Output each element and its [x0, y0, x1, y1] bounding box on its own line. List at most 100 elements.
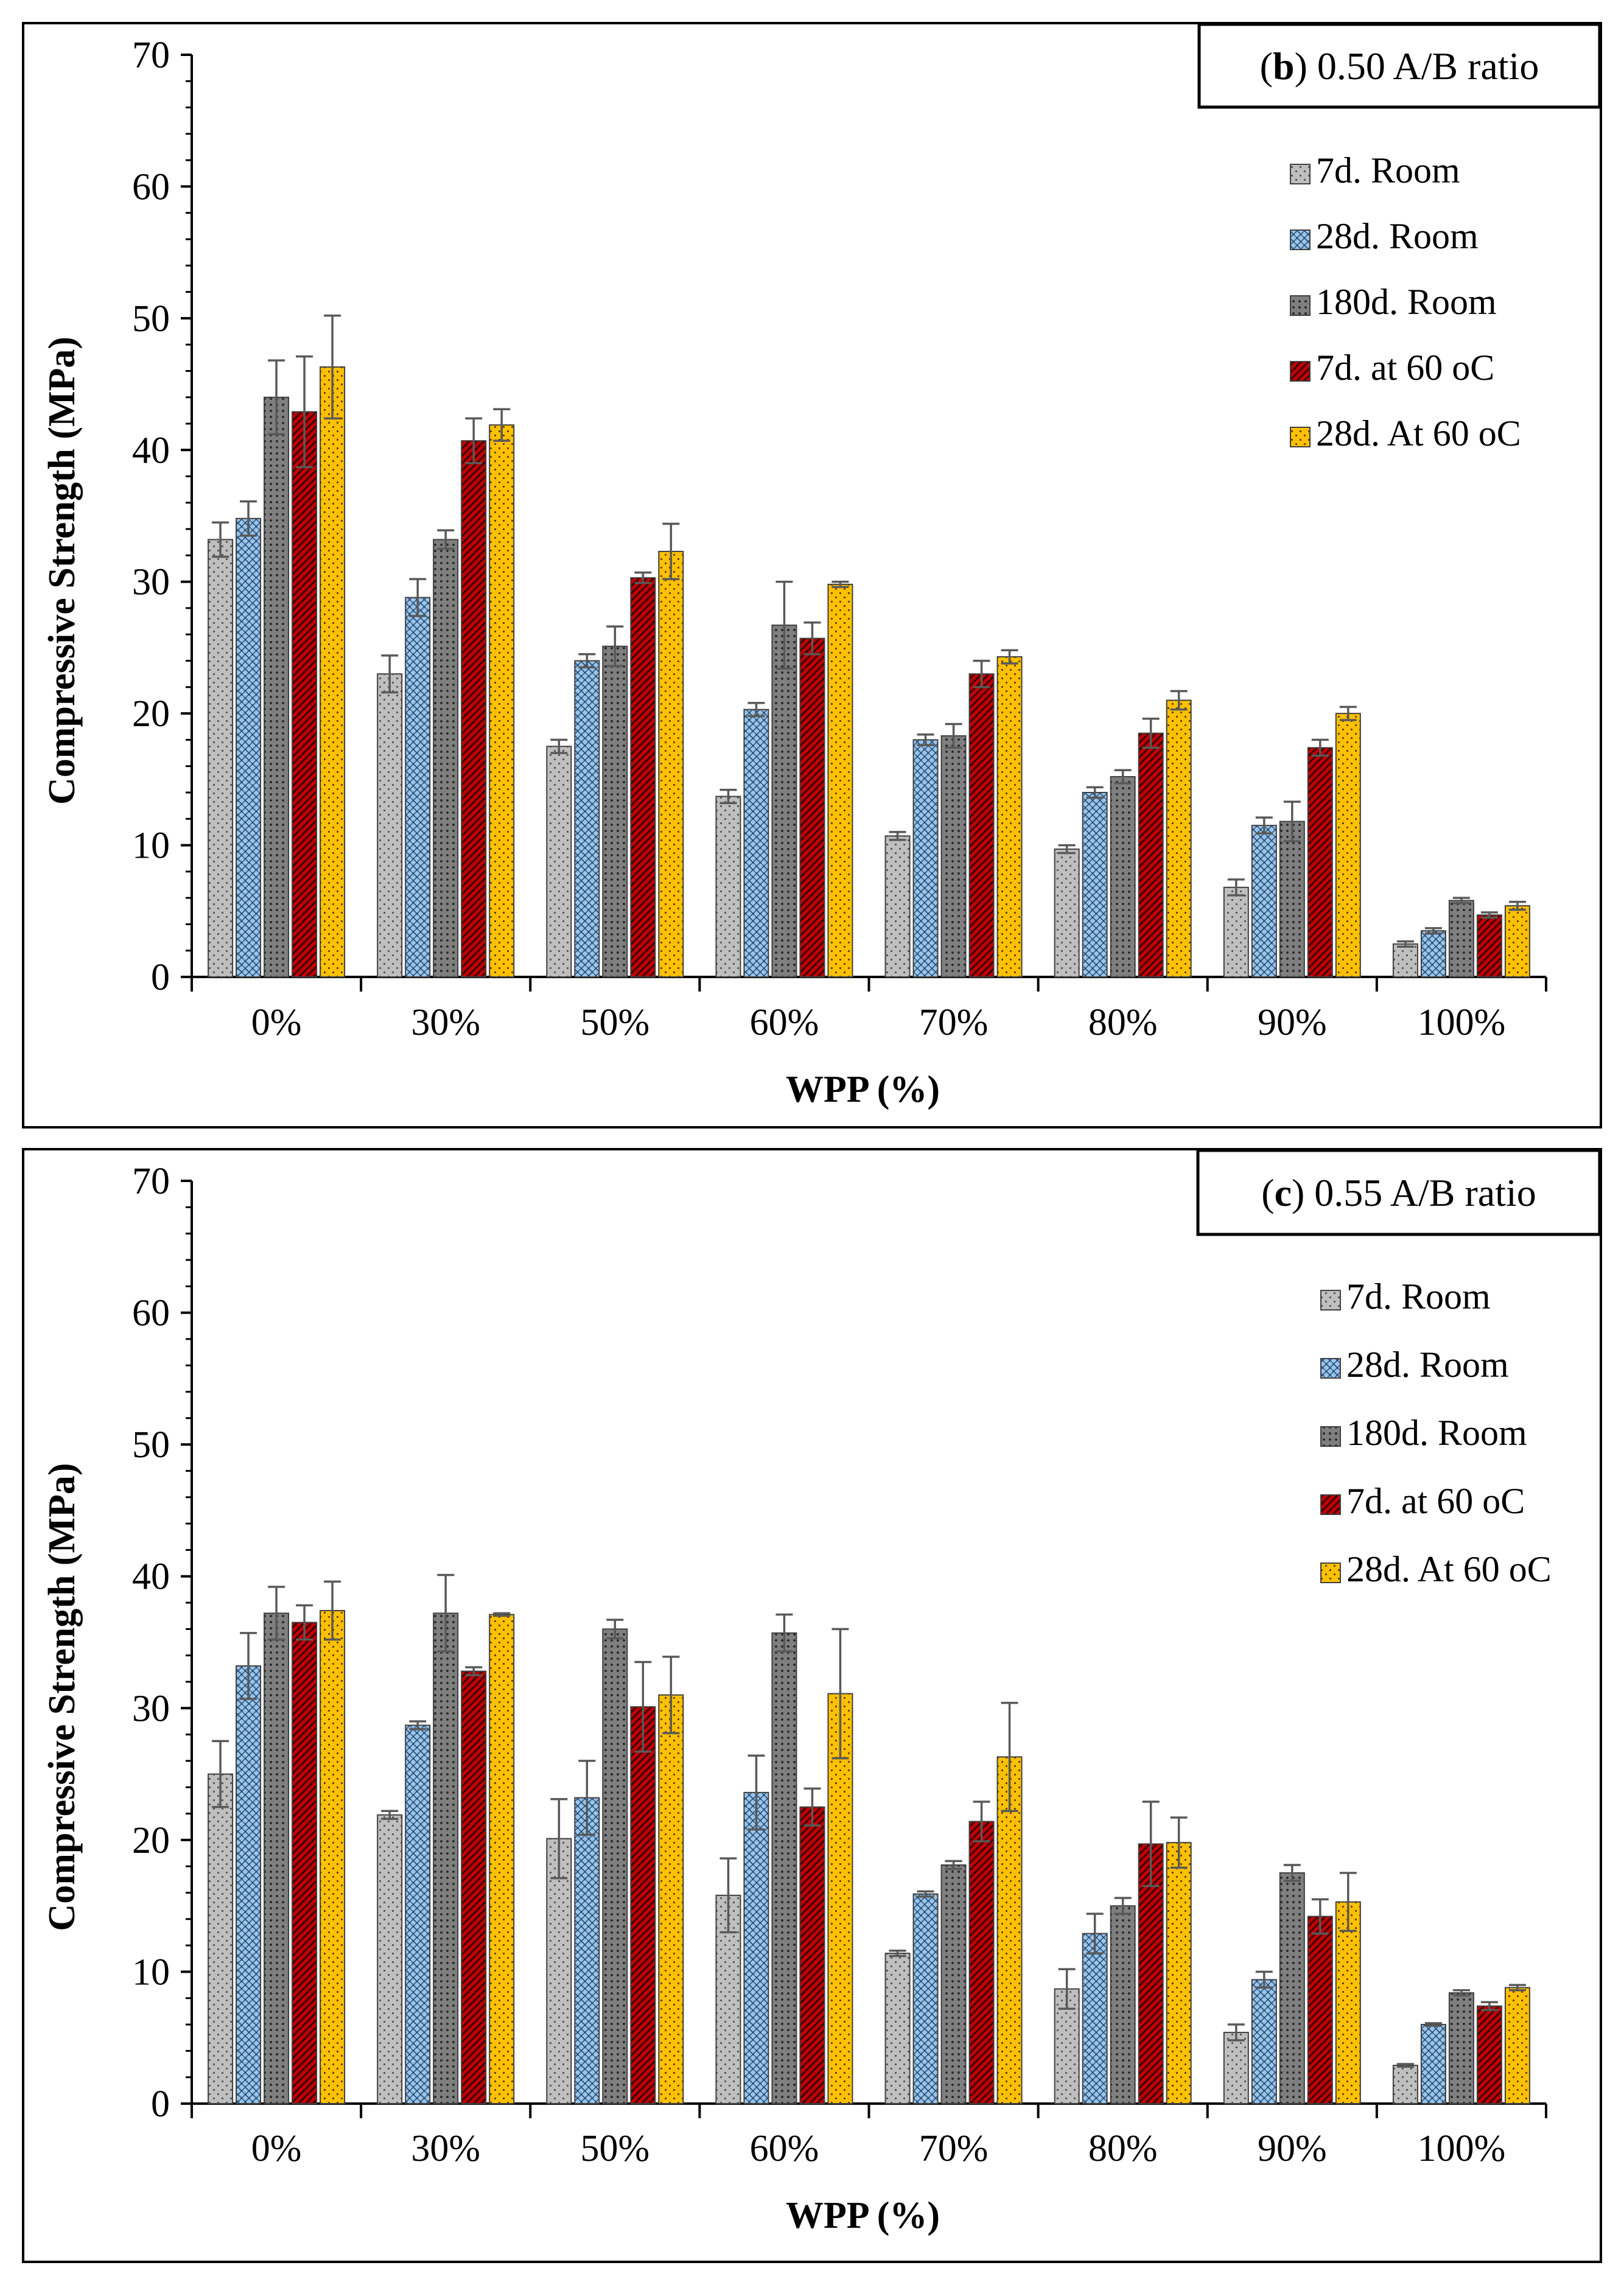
chart-c-x-tick-label: 100% [1418, 2128, 1506, 2169]
chart-c-legend-item: 28d. At 60 oC [1320, 1549, 1552, 1589]
chart-b-bar [433, 539, 459, 978]
chart-c-y-tick-label: 60 [132, 1293, 170, 1334]
chart-c-error-bar [1255, 1970, 1273, 1989]
chart-c-bar [1448, 1992, 1474, 2104]
chart-b-bar [208, 539, 234, 978]
chart-c-error-bar [1170, 1816, 1188, 1869]
chart-c-error-bar [240, 1632, 257, 1700]
chart-b-bar [1307, 747, 1333, 978]
chart-c-error-bar [1058, 1968, 1076, 2010]
chart-c-bar [1476, 2005, 1502, 2105]
chart-b-x-tick-label: 50% [580, 1002, 649, 1043]
chart-c-error-bar [1424, 2022, 1442, 2027]
chart-c-error-bar [1086, 1912, 1104, 1954]
chart-b-bar [743, 709, 769, 978]
chart-b-y-tick-label: 60 [132, 166, 170, 208]
chart-c-error-bar [1227, 2023, 1245, 2042]
chart-c-bar [602, 1628, 628, 2104]
chart-c-bar [1392, 2065, 1418, 2105]
chart-c-x-tick-label: 80% [1088, 2128, 1158, 2169]
chart-b-legend-swatch [1290, 229, 1311, 250]
chart-b-bar [968, 673, 995, 978]
chart-c-y-tick-label: 50 [132, 1424, 170, 1466]
chart-b-error-bar [1424, 927, 1442, 935]
chart-b-error-bar [1170, 690, 1188, 711]
chart-c-error-bar [381, 1810, 399, 1820]
chart-b-error-bar [1396, 940, 1414, 948]
chart-b-error-bar [268, 359, 285, 436]
chart-c-legend-label: 7d. Room [1346, 1276, 1491, 1317]
chart-c-bar [264, 1612, 290, 2104]
chart-b-legend-swatch [1290, 427, 1311, 447]
chart-b-bar [771, 625, 797, 978]
chart-c-error-bar [1508, 1984, 1526, 1992]
chart-c-error-bar [889, 1950, 906, 1958]
chart-c-bar [1223, 2032, 1249, 2104]
chart-b-title-box [1197, 24, 1600, 109]
chart-c-error-bar [1452, 1989, 1470, 1997]
chart-b-y-tick-label: 40 [132, 430, 170, 471]
chart-c-y-axis-title: Compressive Strength (MPa) [41, 1463, 83, 1931]
chart-b-bar [1251, 825, 1277, 978]
chart-c-error-bar [973, 1800, 990, 1842]
chart-b-x-tick-label: 90% [1258, 1002, 1327, 1043]
chart-b-error-bar [634, 571, 652, 584]
chart-b-bar [1392, 943, 1418, 978]
chart-c-bar [1110, 1905, 1136, 2104]
chart-c-y-tick-label: 40 [132, 1556, 170, 1598]
chart-b-error-bar [606, 625, 624, 667]
chart-b-error-bar [747, 702, 765, 718]
chart-b-error-bar [1227, 878, 1245, 897]
chart-c-bar [1420, 2024, 1446, 2104]
chart-c-error-bar [212, 1740, 229, 1808]
chart-b-y-tick-label: 20 [132, 693, 170, 735]
chart-c-error-bar [719, 1857, 737, 1934]
chart-b-bar [292, 411, 318, 978]
chart-c-bar [658, 1694, 684, 2104]
chart-c-error-bar [465, 1666, 483, 1676]
chart-c-legend-item: 7d. at 60 oC [1320, 1481, 1525, 1521]
chart-b-legend-item: 28d. Room [1290, 216, 1479, 256]
chart-c-error-bar [803, 1787, 821, 1827]
chart-c-bar [1251, 1979, 1277, 2104]
chart-b-error-bar [493, 408, 511, 442]
chart-b-legend-item: 28d. At 60 oC [1290, 413, 1521, 453]
chart-b-x-tick-label: 60% [750, 1002, 819, 1043]
chart-b-error-bar [296, 355, 313, 469]
chart-c-legend-label: 28d. At 60 oC [1346, 1549, 1552, 1589]
chart-c-bar [461, 1670, 487, 2104]
chart-c-bar [433, 1612, 459, 2104]
chart-b-error-bar [1114, 769, 1132, 785]
chart-b-bar [489, 424, 515, 978]
chart-b-error-bar [1452, 897, 1470, 905]
chart-b-bar [602, 645, 628, 978]
chart-c-bar [1166, 1842, 1192, 2105]
chart-b-bar [1279, 821, 1305, 978]
chart-b-error-bar [550, 738, 568, 754]
chart-c-x-tick-label: 50% [580, 2128, 649, 2169]
chart-c-title-box [1196, 1150, 1600, 1236]
chart-c-error-bar [296, 1604, 313, 1641]
chart-b-legend-label: 7d. Room [1316, 150, 1460, 191]
chart-b-x-tick-label: 80% [1088, 1002, 1158, 1043]
chart-b-error-bar [1086, 786, 1104, 799]
chart-c-bar [546, 1838, 572, 2104]
chart-b-error-bar [1058, 844, 1076, 855]
chart-b-error-bar [775, 580, 793, 670]
chart-c-x-tick-label: 90% [1258, 2128, 1327, 2169]
chart-c-x-tick-label: 70% [919, 2128, 989, 2169]
chart-b-error-bar [1142, 718, 1160, 749]
chart-b-error-bar [381, 654, 399, 694]
chart-c-bar [771, 1632, 797, 2104]
chart-b-svg: 0 10 20 30 40 50 60 70 Compressive Strength (MPa… [41, 24, 1600, 1110]
chart-c-bar [630, 1706, 656, 2104]
chart-b-bar [1504, 905, 1530, 978]
chart-panel-b: 0 10 20 30 40 50 60 70 Compressive Strength (MPa… [22, 22, 1602, 1129]
chart-c-bar [827, 1693, 853, 2104]
chart-c-panel-label: c [1275, 1171, 1292, 1214]
chart-b-legend-label: 28d. At 60 oC [1316, 413, 1521, 453]
chart-b-bar [658, 550, 684, 978]
chart-c-bar [1279, 1872, 1305, 2104]
chart-b-error-bar [719, 788, 737, 805]
chart-b-panel-label: b [1273, 44, 1295, 88]
